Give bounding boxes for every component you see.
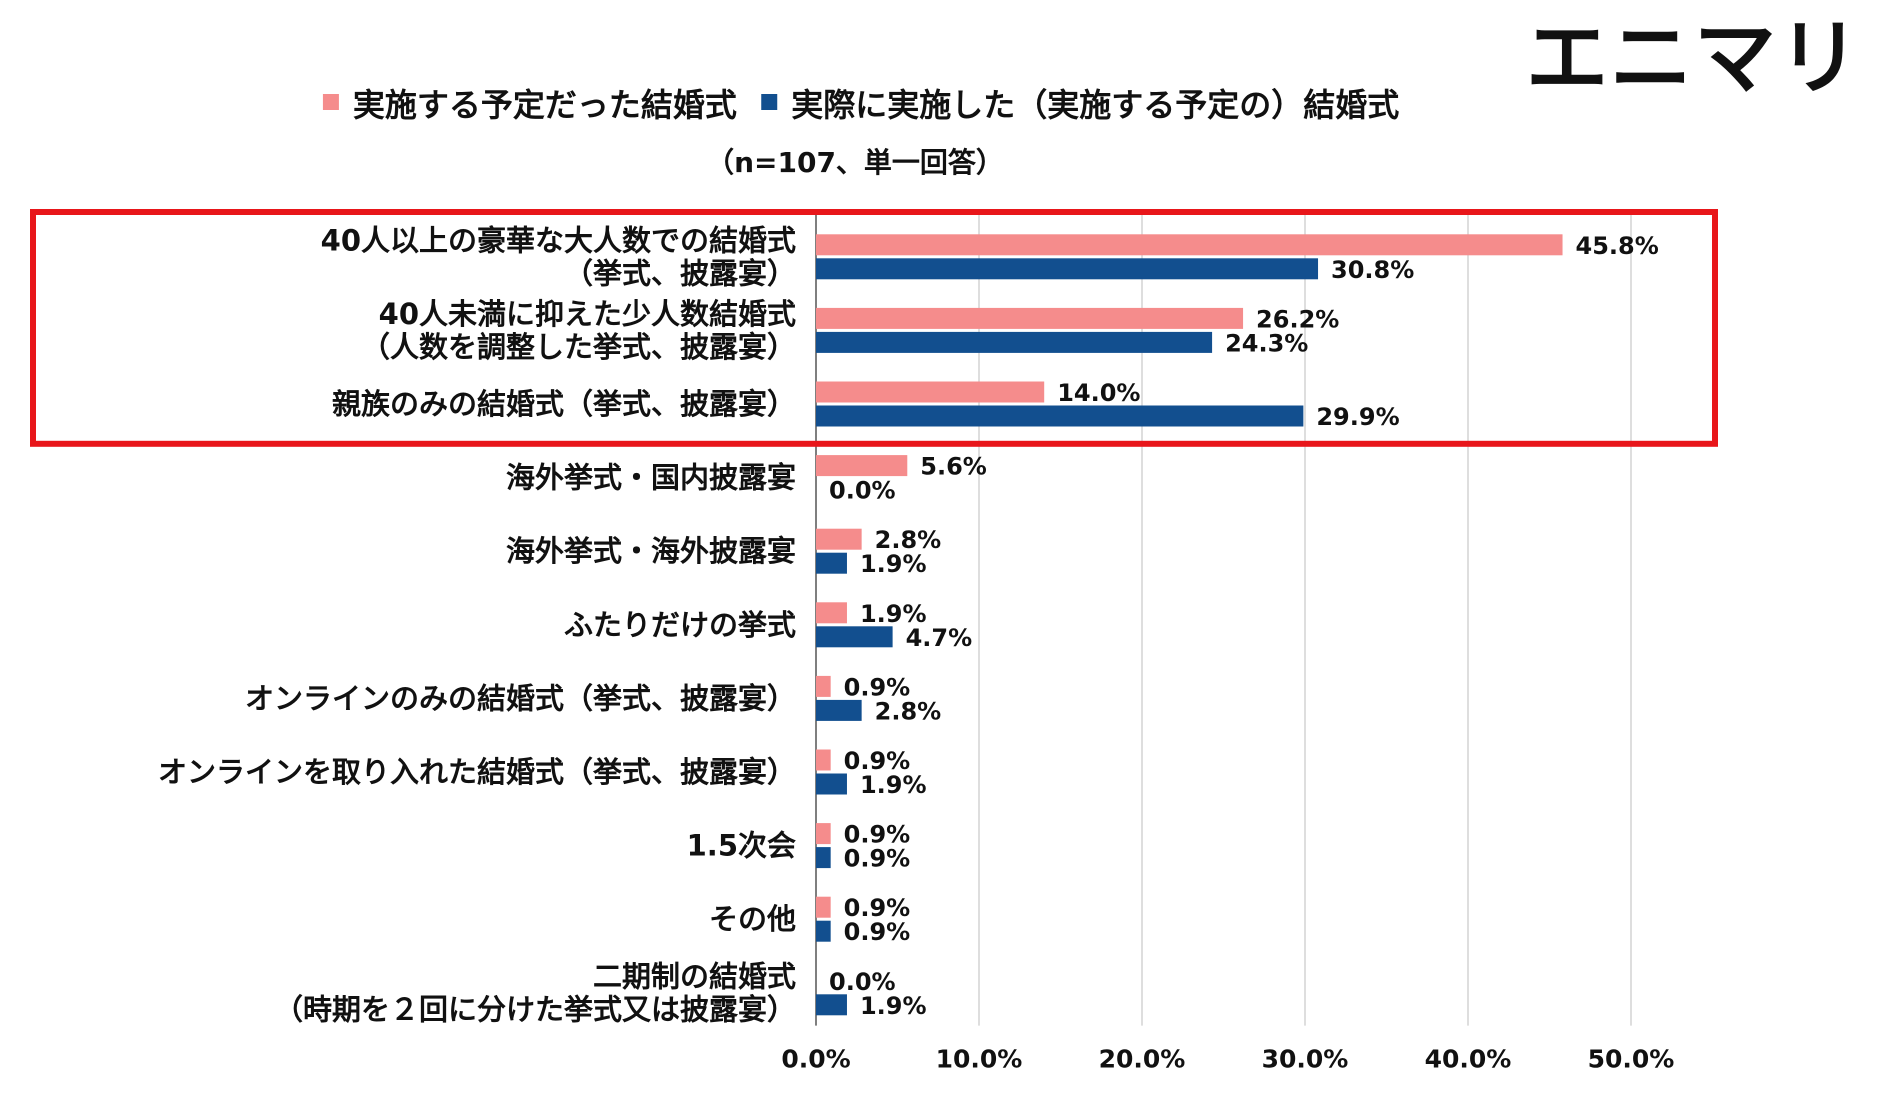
category-label: （時期を２回に分けた挙式又は披露宴）	[274, 992, 796, 1026]
bar-planned	[816, 455, 908, 477]
bar-planned	[816, 602, 847, 624]
x-tick-label: 10.0%	[936, 1045, 1023, 1074]
category-label: 海外挙式・海外披露宴	[506, 534, 796, 568]
data-label-planned: 2.8%	[875, 526, 942, 554]
category-label: 40人以上の豪華な大人数での結婚式	[321, 223, 796, 257]
data-label-actual: 2.8%	[875, 697, 942, 725]
bar-planned	[816, 749, 831, 771]
data-label-planned: 0.9%	[844, 747, 911, 775]
data-label-planned: 0.0%	[829, 968, 896, 996]
data-label-actual: 0.9%	[844, 918, 911, 946]
legend-swatch-planned	[322, 94, 339, 110]
category-label: オンラインを取り入れた結婚式（挙式、披露宴）	[158, 755, 796, 789]
legend: 実施する予定だった結婚式 実際に実施した（実施する予定の）結婚式	[322, 86, 1399, 124]
data-label-planned: 1.9%	[860, 600, 927, 628]
data-label-planned: 0.9%	[844, 821, 911, 849]
brand-logo: エニマリ	[1526, 11, 1862, 106]
data-label-actual: 30.8%	[1331, 256, 1414, 284]
category-label: その他	[709, 902, 796, 936]
category-label: 40人未満に抑えた少人数結婚式	[379, 297, 796, 331]
bar-actual	[816, 994, 847, 1016]
data-label-planned: 0.9%	[844, 894, 911, 922]
category-label: オンラインのみの結婚式（挙式、披露宴）	[245, 681, 796, 715]
category-label: ふたりだけの挙式	[564, 608, 796, 642]
legend-label-planned: 実施する予定だった結婚式	[353, 86, 737, 124]
bar-actual	[816, 626, 893, 648]
bar-actual	[816, 552, 847, 574]
data-label-planned: 5.6%	[920, 453, 987, 481]
data-label-actual: 0.0%	[829, 477, 896, 505]
category-label: （人数を調整した挙式、披露宴）	[361, 330, 796, 364]
x-tick-label: 50.0%	[1588, 1045, 1675, 1074]
category-labels: 40人以上の豪華な大人数での結婚式（挙式、披露宴） 40人未満に抑えた少人数結婚式…	[158, 223, 796, 1026]
bar-actual	[816, 331, 1213, 353]
category-label: 海外挙式・国内披露宴	[506, 461, 796, 495]
category-label: （挙式、披露宴）	[564, 256, 796, 290]
data-label-actual: 1.9%	[860, 550, 927, 578]
x-axis-ticks: 0.0% 10.0% 20.0% 30.0% 40.0% 50.0%	[781, 1045, 1674, 1074]
category-label: 二期制の結婚式	[593, 959, 796, 993]
x-tick-label: 30.0%	[1262, 1045, 1349, 1074]
x-tick-label: 20.0%	[1099, 1045, 1186, 1074]
legend-swatch-actual	[761, 94, 778, 110]
bar-planned	[816, 823, 831, 845]
highlight-box	[30, 209, 1718, 447]
data-label-planned: 26.2%	[1256, 305, 1339, 333]
data-label-actual: 1.9%	[860, 771, 927, 799]
bar-actual	[816, 258, 1319, 280]
bar-actual	[816, 405, 1304, 427]
bar-planned	[816, 675, 831, 697]
category-label: 1.5次会	[687, 829, 796, 863]
category-label: 親族のみの結婚式（挙式、披露宴）	[332, 387, 796, 421]
bars	[816, 234, 1563, 1016]
data-label-actual: 4.7%	[906, 624, 973, 652]
bar-planned	[816, 307, 1244, 329]
data-label-planned: 45.8%	[1576, 232, 1659, 260]
x-tick-label: 40.0%	[1425, 1045, 1512, 1074]
bar-planned	[816, 381, 1045, 403]
bar-planned	[816, 896, 831, 918]
bar-planned	[816, 234, 1563, 256]
data-label-actual: 1.9%	[860, 992, 927, 1020]
data-label-actual: 24.3%	[1225, 329, 1308, 357]
bar-actual	[816, 699, 862, 721]
x-tick-label: 0.0%	[781, 1045, 850, 1074]
bar-actual	[816, 773, 847, 795]
bar-actual	[816, 847, 831, 869]
data-label-actual: 29.9%	[1316, 403, 1399, 431]
data-label-actual: 0.9%	[844, 845, 911, 873]
data-labels: 45.8% 30.8% 26.2%24.3% 14.0% 29.9% 5.6% 0.0% 2.…	[829, 232, 1659, 1020]
data-label-planned: 0.9%	[844, 673, 911, 701]
bar-planned	[816, 528, 862, 550]
data-label-planned: 14.0%	[1057, 379, 1140, 407]
legend-label-actual: 実際に実施した（実施する予定の）結婚式	[791, 86, 1399, 124]
chart-subtitle: （n=107、単一回答）	[706, 146, 1004, 179]
bar-actual	[816, 920, 831, 942]
